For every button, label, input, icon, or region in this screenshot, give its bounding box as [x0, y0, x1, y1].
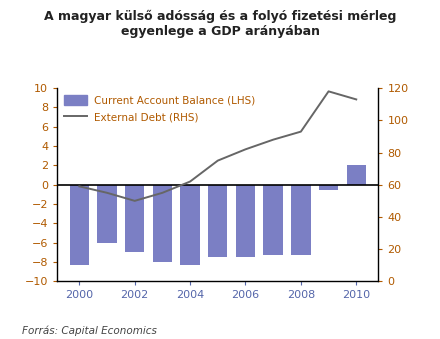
Bar	[236, 185, 255, 257]
Legend: Current Account Balance (LHS), External Debt (RHS): Current Account Balance (LHS), External …	[62, 93, 257, 124]
Bar	[153, 185, 172, 262]
Bar	[125, 185, 144, 252]
Bar	[291, 185, 311, 255]
Bar	[70, 185, 89, 265]
Text: Forrás: Capital Economics: Forrás: Capital Economics	[22, 325, 157, 336]
Bar	[347, 165, 366, 185]
Bar	[319, 185, 338, 190]
Text: A magyar külső adósság és a folyó fizetési mérleg
egyenlege a GDP arányában: A magyar külső adósság és a folyó fizeté…	[44, 10, 396, 38]
Bar	[264, 185, 283, 255]
Bar	[180, 185, 200, 265]
Bar	[97, 185, 117, 243]
Bar	[208, 185, 227, 257]
